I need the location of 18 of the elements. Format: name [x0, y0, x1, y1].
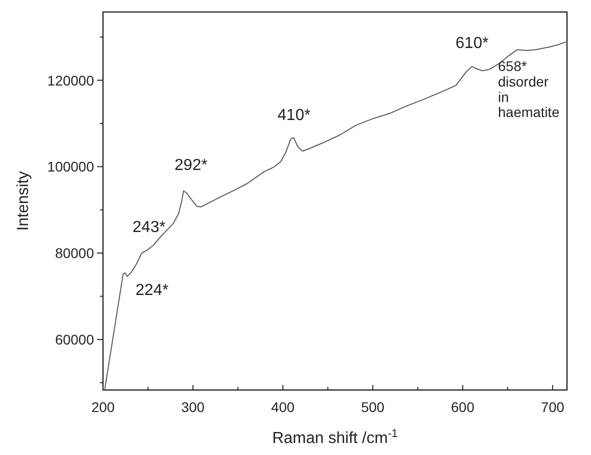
y-tick-label: 120000 — [47, 72, 94, 88]
annotation: 410* — [278, 107, 310, 124]
x-tick-label: 500 — [361, 399, 385, 415]
annotation: 243* — [132, 219, 166, 236]
x-tick-label: 700 — [540, 399, 565, 415]
annotation: 224* — [136, 282, 168, 299]
x-tick-label: 400 — [271, 399, 295, 415]
annotation: 658* disorder in haematite — [498, 58, 560, 120]
annotation: 610* — [456, 35, 488, 52]
annotation: 292* — [174, 157, 208, 174]
y-axis-title: Intensity — [15, 171, 32, 231]
x-tick-label: 300 — [181, 399, 205, 415]
x-tick-label: 200 — [91, 399, 115, 415]
x-axis-title: Raman shift /cm$^{-1}$ — [272, 428, 398, 447]
y-tick-label: 100000 — [47, 158, 94, 175]
y-tick-label: 80000 — [55, 245, 94, 262]
y-tick-label: 60000 — [55, 331, 94, 348]
x-tick-label: 600 — [451, 399, 475, 415]
